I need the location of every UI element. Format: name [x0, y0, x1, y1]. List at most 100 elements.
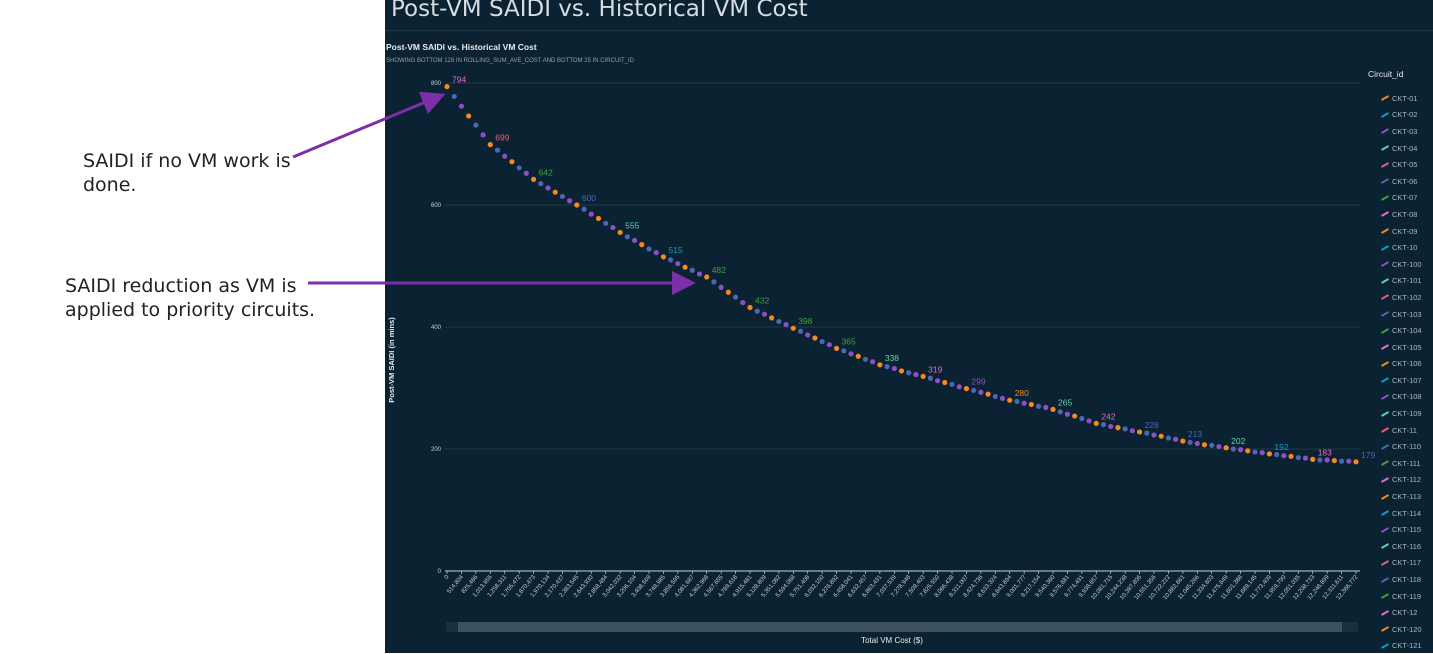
legend-label: CKT-104 — [1392, 326, 1422, 336]
legend-item[interactable]: CKT-100 — [1381, 256, 1422, 273]
data-point — [927, 375, 933, 381]
data-point — [1100, 422, 1107, 428]
legend-label: CKT-03 — [1392, 126, 1418, 136]
legend-item[interactable]: CKT-106 — [1381, 356, 1422, 373]
data-point — [1266, 451, 1273, 457]
legend-label: CKT-118 — [1392, 575, 1422, 585]
legend-item[interactable]: CKT-08 — [1381, 206, 1422, 223]
data-point — [1209, 442, 1215, 448]
data-point — [610, 224, 616, 231]
legend-item[interactable]: CKT-113 — [1381, 488, 1422, 505]
legend-item[interactable]: CKT-118 — [1381, 571, 1422, 588]
legend-label: CKT-02 — [1392, 110, 1418, 120]
legend-label: CKT-12 — [1392, 608, 1418, 618]
legend-item[interactable]: CKT-05 — [1381, 156, 1422, 173]
legend-label: CKT-05 — [1392, 160, 1418, 170]
data-point — [1144, 430, 1150, 436]
legend-label: CKT-113 — [1392, 492, 1422, 502]
data-point — [740, 300, 746, 306]
data-point — [797, 328, 804, 334]
data-point — [1014, 398, 1020, 405]
legend-item[interactable]: CKT-102 — [1381, 289, 1422, 306]
data-point — [1129, 428, 1135, 434]
data-point — [754, 308, 760, 314]
legend-item[interactable]: CKT-117 — [1381, 555, 1422, 572]
data-point — [732, 294, 739, 300]
data-point — [769, 315, 775, 321]
data-point — [783, 321, 789, 328]
annotation-arrow — [292, 91, 446, 159]
legend-swatch-icon — [1381, 427, 1389, 434]
data-point — [985, 391, 991, 397]
data-point — [978, 389, 984, 395]
legend-item[interactable]: CKT-06 — [1381, 173, 1422, 190]
data-point — [1353, 459, 1359, 465]
data-point — [862, 356, 869, 362]
data-label: 179 — [1361, 450, 1375, 460]
data-point — [898, 368, 905, 374]
data-point — [1310, 456, 1316, 462]
legend-item[interactable]: CKT-120 — [1381, 621, 1422, 638]
data-point — [682, 264, 688, 270]
legend-item[interactable]: CKT-109 — [1381, 405, 1422, 422]
data-point — [725, 289, 731, 295]
legend-label: CKT-07 — [1392, 193, 1418, 203]
legend-item[interactable]: CKT-121 — [1381, 638, 1422, 654]
data-point — [660, 254, 667, 260]
legend-item[interactable]: CKT-104 — [1381, 322, 1422, 339]
legend-item[interactable]: CKT-01 — [1381, 90, 1422, 107]
legend-item[interactable]: CKT-09 — [1381, 223, 1422, 240]
legend-item[interactable]: CKT-07 — [1381, 190, 1422, 207]
data-point — [949, 381, 955, 387]
legend-swatch-icon — [1381, 194, 1389, 201]
legend-item[interactable]: CKT-12 — [1381, 604, 1422, 621]
legend-label: CKT-08 — [1392, 209, 1418, 219]
data-point — [1281, 453, 1287, 459]
legend-item[interactable]: CKT-112 — [1381, 472, 1422, 489]
legend-item[interactable]: CKT-119 — [1381, 588, 1422, 605]
legend-item[interactable]: CKT-101 — [1381, 273, 1422, 290]
divider — [385, 30, 1433, 31]
data-point — [1115, 425, 1121, 431]
data-point — [1245, 448, 1251, 454]
legend-item[interactable]: CKT-110 — [1381, 438, 1422, 455]
data-label: 515 — [668, 245, 682, 255]
data-point — [646, 246, 652, 252]
legend-item[interactable]: CKT-105 — [1381, 339, 1422, 356]
data-label: 280 — [1015, 388, 1029, 398]
legend-item[interactable]: CKT-10 — [1381, 239, 1422, 256]
legend[interactable]: CKT-01 CKT-02 CKT-03 CKT-04 CKT-05 CKT-06 CKT-… — [1381, 90, 1422, 654]
page-title: Post-VM SAIDI vs. Historical VM Cost — [391, 0, 808, 22]
data-point — [588, 211, 594, 217]
data-point — [668, 257, 674, 263]
data-point — [1093, 420, 1099, 426]
legend-label: CKT-120 — [1392, 624, 1422, 634]
legend-item[interactable]: CKT-115 — [1381, 521, 1422, 538]
data-point — [1187, 439, 1193, 445]
scrollbar-thumb[interactable] — [458, 622, 1342, 632]
legend-item[interactable]: CKT-103 — [1381, 306, 1422, 323]
legend-label: CKT-119 — [1392, 591, 1422, 601]
legend-item[interactable]: CKT-11 — [1381, 422, 1422, 439]
data-point — [1223, 445, 1229, 451]
data-label: 365 — [842, 336, 856, 346]
legend-swatch-icon — [1381, 360, 1389, 367]
data-point — [1057, 409, 1063, 415]
legend-item[interactable]: CKT-04 — [1381, 140, 1422, 157]
legend-item[interactable]: CKT-107 — [1381, 372, 1422, 389]
data-point — [473, 122, 479, 128]
legend-item[interactable]: CKT-02 — [1381, 107, 1422, 124]
data-point — [1158, 433, 1164, 439]
legend-item[interactable]: CKT-111 — [1381, 455, 1422, 472]
x-axis-label: Total VM Cost ($) — [861, 636, 923, 645]
legend-item[interactable]: CKT-108 — [1381, 389, 1422, 406]
data-point — [971, 387, 977, 394]
legend-item[interactable]: CKT-116 — [1381, 538, 1422, 555]
legend-label: CKT-111 — [1392, 458, 1421, 468]
annotation-line: done. — [83, 174, 137, 196]
legend-item[interactable]: CKT-03 — [1381, 123, 1422, 140]
legend-label: CKT-105 — [1392, 342, 1422, 352]
legend-item[interactable]: CKT-114 — [1381, 505, 1422, 522]
data-point — [1072, 413, 1078, 419]
data-point — [631, 237, 638, 243]
